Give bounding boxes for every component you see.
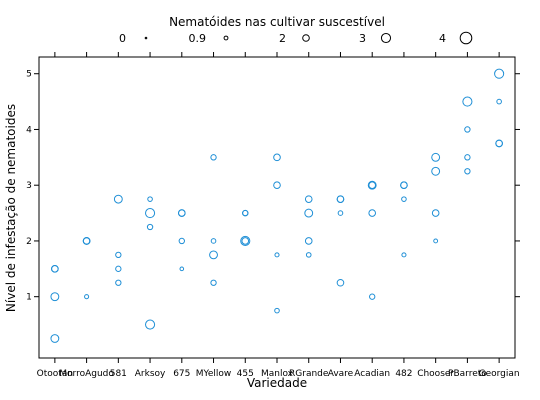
data-point: [497, 99, 502, 104]
data-point: [51, 335, 59, 343]
data-point: [369, 182, 376, 189]
data-point: [114, 195, 122, 203]
data-point: [306, 253, 311, 258]
data-point: [338, 211, 343, 216]
x-tick-label: Avare: [328, 369, 354, 379]
data-point: [434, 239, 438, 243]
data-point: [148, 197, 153, 202]
y-axis: 1 2 3 4 5: [26, 70, 520, 303]
data-point: [146, 320, 155, 329]
data-point: [495, 69, 504, 78]
data-point: [337, 196, 344, 203]
legend-marker: [460, 32, 472, 44]
y-axis-title: Nível de infestação de nematoides: [4, 104, 18, 312]
data-point: [116, 280, 121, 285]
data-point: [370, 294, 375, 299]
data-point: [243, 210, 248, 215]
data-point: [432, 153, 440, 161]
legend-marker: [145, 37, 147, 39]
x-tick-label: Arksoy: [135, 369, 166, 379]
data-point: [368, 181, 376, 189]
x-tick-label: MorroAgudo: [59, 369, 114, 379]
data-point: [337, 279, 344, 286]
data-point: [116, 266, 121, 271]
x-axis-title: Variedade: [247, 376, 307, 390]
data-point: [52, 266, 59, 273]
data-point: [211, 280, 216, 285]
y-tick-label: 5: [26, 70, 32, 80]
data-point: [432, 210, 439, 217]
data-point: [116, 252, 121, 257]
data-point: [242, 238, 249, 245]
data-point: [274, 182, 281, 189]
data-point: [179, 210, 186, 217]
legend-label: 0.9: [189, 32, 207, 45]
x-tick-label: 482: [395, 369, 412, 379]
data-point: [51, 293, 59, 301]
data-point: [180, 267, 184, 271]
data-point: [402, 197, 407, 202]
data-point: [211, 239, 216, 244]
data-point: [496, 140, 503, 147]
y-tick-label: 3: [26, 181, 32, 191]
legend-label: 0: [119, 32, 126, 45]
data-point: [305, 196, 312, 203]
legend: 0 0.9 2 3 4: [119, 32, 472, 45]
legend-label: 4: [439, 32, 446, 45]
x-tick-label: MYellow: [196, 369, 231, 379]
data-point: [275, 253, 279, 257]
data-point: [147, 224, 152, 229]
data-point: [465, 155, 470, 160]
legend-marker: [224, 36, 228, 40]
legend-title: Nematóides nas cultivar suscestível: [169, 15, 385, 29]
data-point: [402, 253, 406, 257]
data-point: [369, 210, 376, 217]
data-point: [83, 238, 90, 245]
legend-label: 3: [359, 32, 366, 45]
data-point: [211, 155, 216, 160]
data-point: [210, 251, 218, 259]
legend-marker: [381, 33, 390, 42]
data-point: [463, 97, 472, 106]
x-tick-label: Georgian: [479, 369, 520, 379]
legend-label: 2: [279, 32, 286, 45]
data-point: [432, 167, 440, 175]
x-tick-label: 581: [110, 369, 127, 379]
data-points: [51, 69, 504, 342]
legend-marker: [303, 35, 310, 42]
data-point: [275, 308, 280, 313]
data-point: [146, 209, 155, 218]
x-tick-label: 675: [173, 369, 190, 379]
y-tick-label: 1: [26, 293, 32, 303]
x-tick-label: Acadian: [354, 369, 390, 379]
data-point: [465, 127, 470, 132]
data-point: [85, 295, 89, 299]
data-point: [465, 169, 470, 174]
data-point: [179, 238, 184, 243]
y-tick-label: 4: [26, 125, 32, 135]
data-point: [274, 154, 281, 161]
data-point: [305, 238, 312, 245]
data-point: [305, 209, 313, 217]
y-tick-label: 2: [26, 237, 32, 247]
data-point: [401, 182, 408, 189]
